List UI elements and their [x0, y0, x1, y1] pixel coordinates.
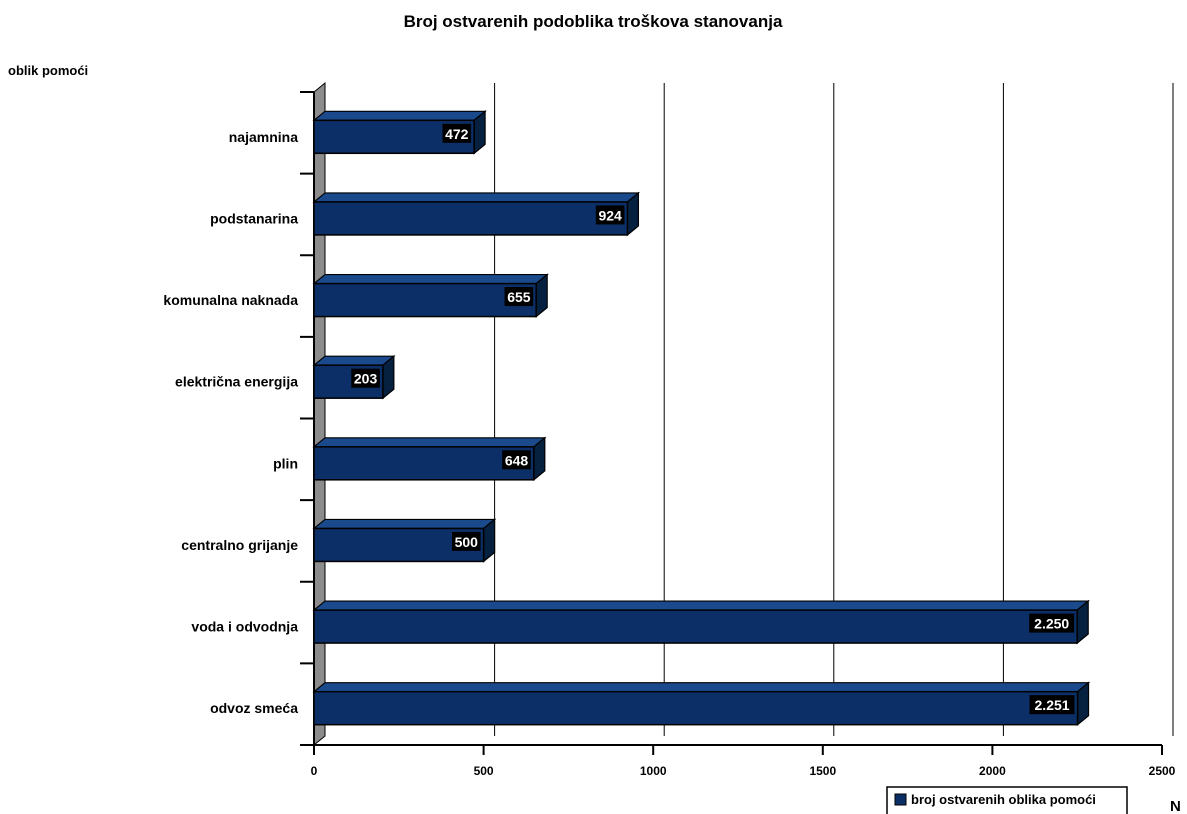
- category-label: voda i odvodnja: [191, 619, 298, 635]
- bar-front: [313, 282, 537, 318]
- y-axis-label: oblik pomoći: [8, 63, 88, 78]
- bar: [312, 436, 547, 482]
- value-label: 203: [354, 371, 378, 387]
- axes: [300, 81, 1162, 747]
- value-label: 655: [507, 289, 531, 305]
- value-label-bg: [504, 287, 534, 307]
- legend: broj ostvarenih oblika pomoći: [886, 786, 1128, 814]
- bar: [312, 273, 549, 318]
- bar-top: [312, 192, 641, 203]
- value-label: 472: [445, 126, 469, 142]
- category-label: komunalna naknada: [163, 292, 298, 308]
- value-label: 648: [505, 452, 529, 468]
- bar-front: [313, 201, 629, 236]
- legend-swatch: [894, 793, 907, 806]
- value-label-bg: [452, 531, 481, 551]
- x-tick-label: 2000: [979, 764, 1006, 778]
- bar-front: [313, 690, 1079, 726]
- bar-top: [312, 600, 1090, 611]
- category-label: plin: [273, 455, 298, 471]
- x-tick-label: 1000: [640, 764, 667, 778]
- category-label: podstanarina: [210, 210, 298, 226]
- bar-top: [312, 682, 1091, 693]
- bar-top: [312, 437, 547, 448]
- x-tick-label: 0: [311, 764, 318, 778]
- x-axis-ticks: 0 500 1000 1500 2000 2500: [311, 745, 1176, 778]
- value-label: 2.251: [1035, 697, 1070, 713]
- chart-title: Broj ostvarenih podoblika troškova stano…: [404, 12, 783, 31]
- bar: [312, 191, 641, 237]
- value-label-bg: [1029, 695, 1075, 715]
- value-label: 2.250: [1034, 616, 1069, 632]
- value-label-bg: [595, 205, 625, 225]
- legend-box: [886, 786, 1128, 814]
- bar-top: [312, 355, 396, 366]
- category-labels: najamnina podstanarina komunalna naknada el…: [163, 129, 298, 716]
- category-label: električna energija: [175, 374, 298, 390]
- value-label: 924: [598, 207, 622, 223]
- bar: [312, 681, 1091, 726]
- legend-label: broj ostvarenih oblika pomoći: [911, 792, 1096, 807]
- category-label: centralno grijanje: [181, 537, 298, 553]
- bar-top: [312, 273, 549, 285]
- value-label-bg: [502, 450, 531, 470]
- value-label-bg: [351, 368, 380, 388]
- bars: [312, 110, 1091, 726]
- x-axis-label: N: [1170, 798, 1181, 814]
- back-wall: [313, 81, 326, 747]
- category-label: najamnina: [229, 129, 298, 145]
- bar-top: [312, 110, 487, 121]
- bar: [312, 599, 1090, 645]
- x-tick-label: 1500: [809, 764, 836, 778]
- x-tick-label: 2500: [1149, 764, 1176, 778]
- value-label: 500: [455, 534, 479, 550]
- value-label-bg: [442, 123, 472, 143]
- bar-front: [313, 609, 1078, 644]
- bar-front: [313, 446, 535, 481]
- value-labels: 472 924 655 203 648 500 2.250 2.251: [351, 123, 1075, 715]
- bar-top: [312, 518, 497, 530]
- value-label-bg: [1029, 613, 1075, 633]
- category-label: odvoz smeća: [210, 700, 298, 716]
- x-tick-label: 500: [474, 764, 494, 778]
